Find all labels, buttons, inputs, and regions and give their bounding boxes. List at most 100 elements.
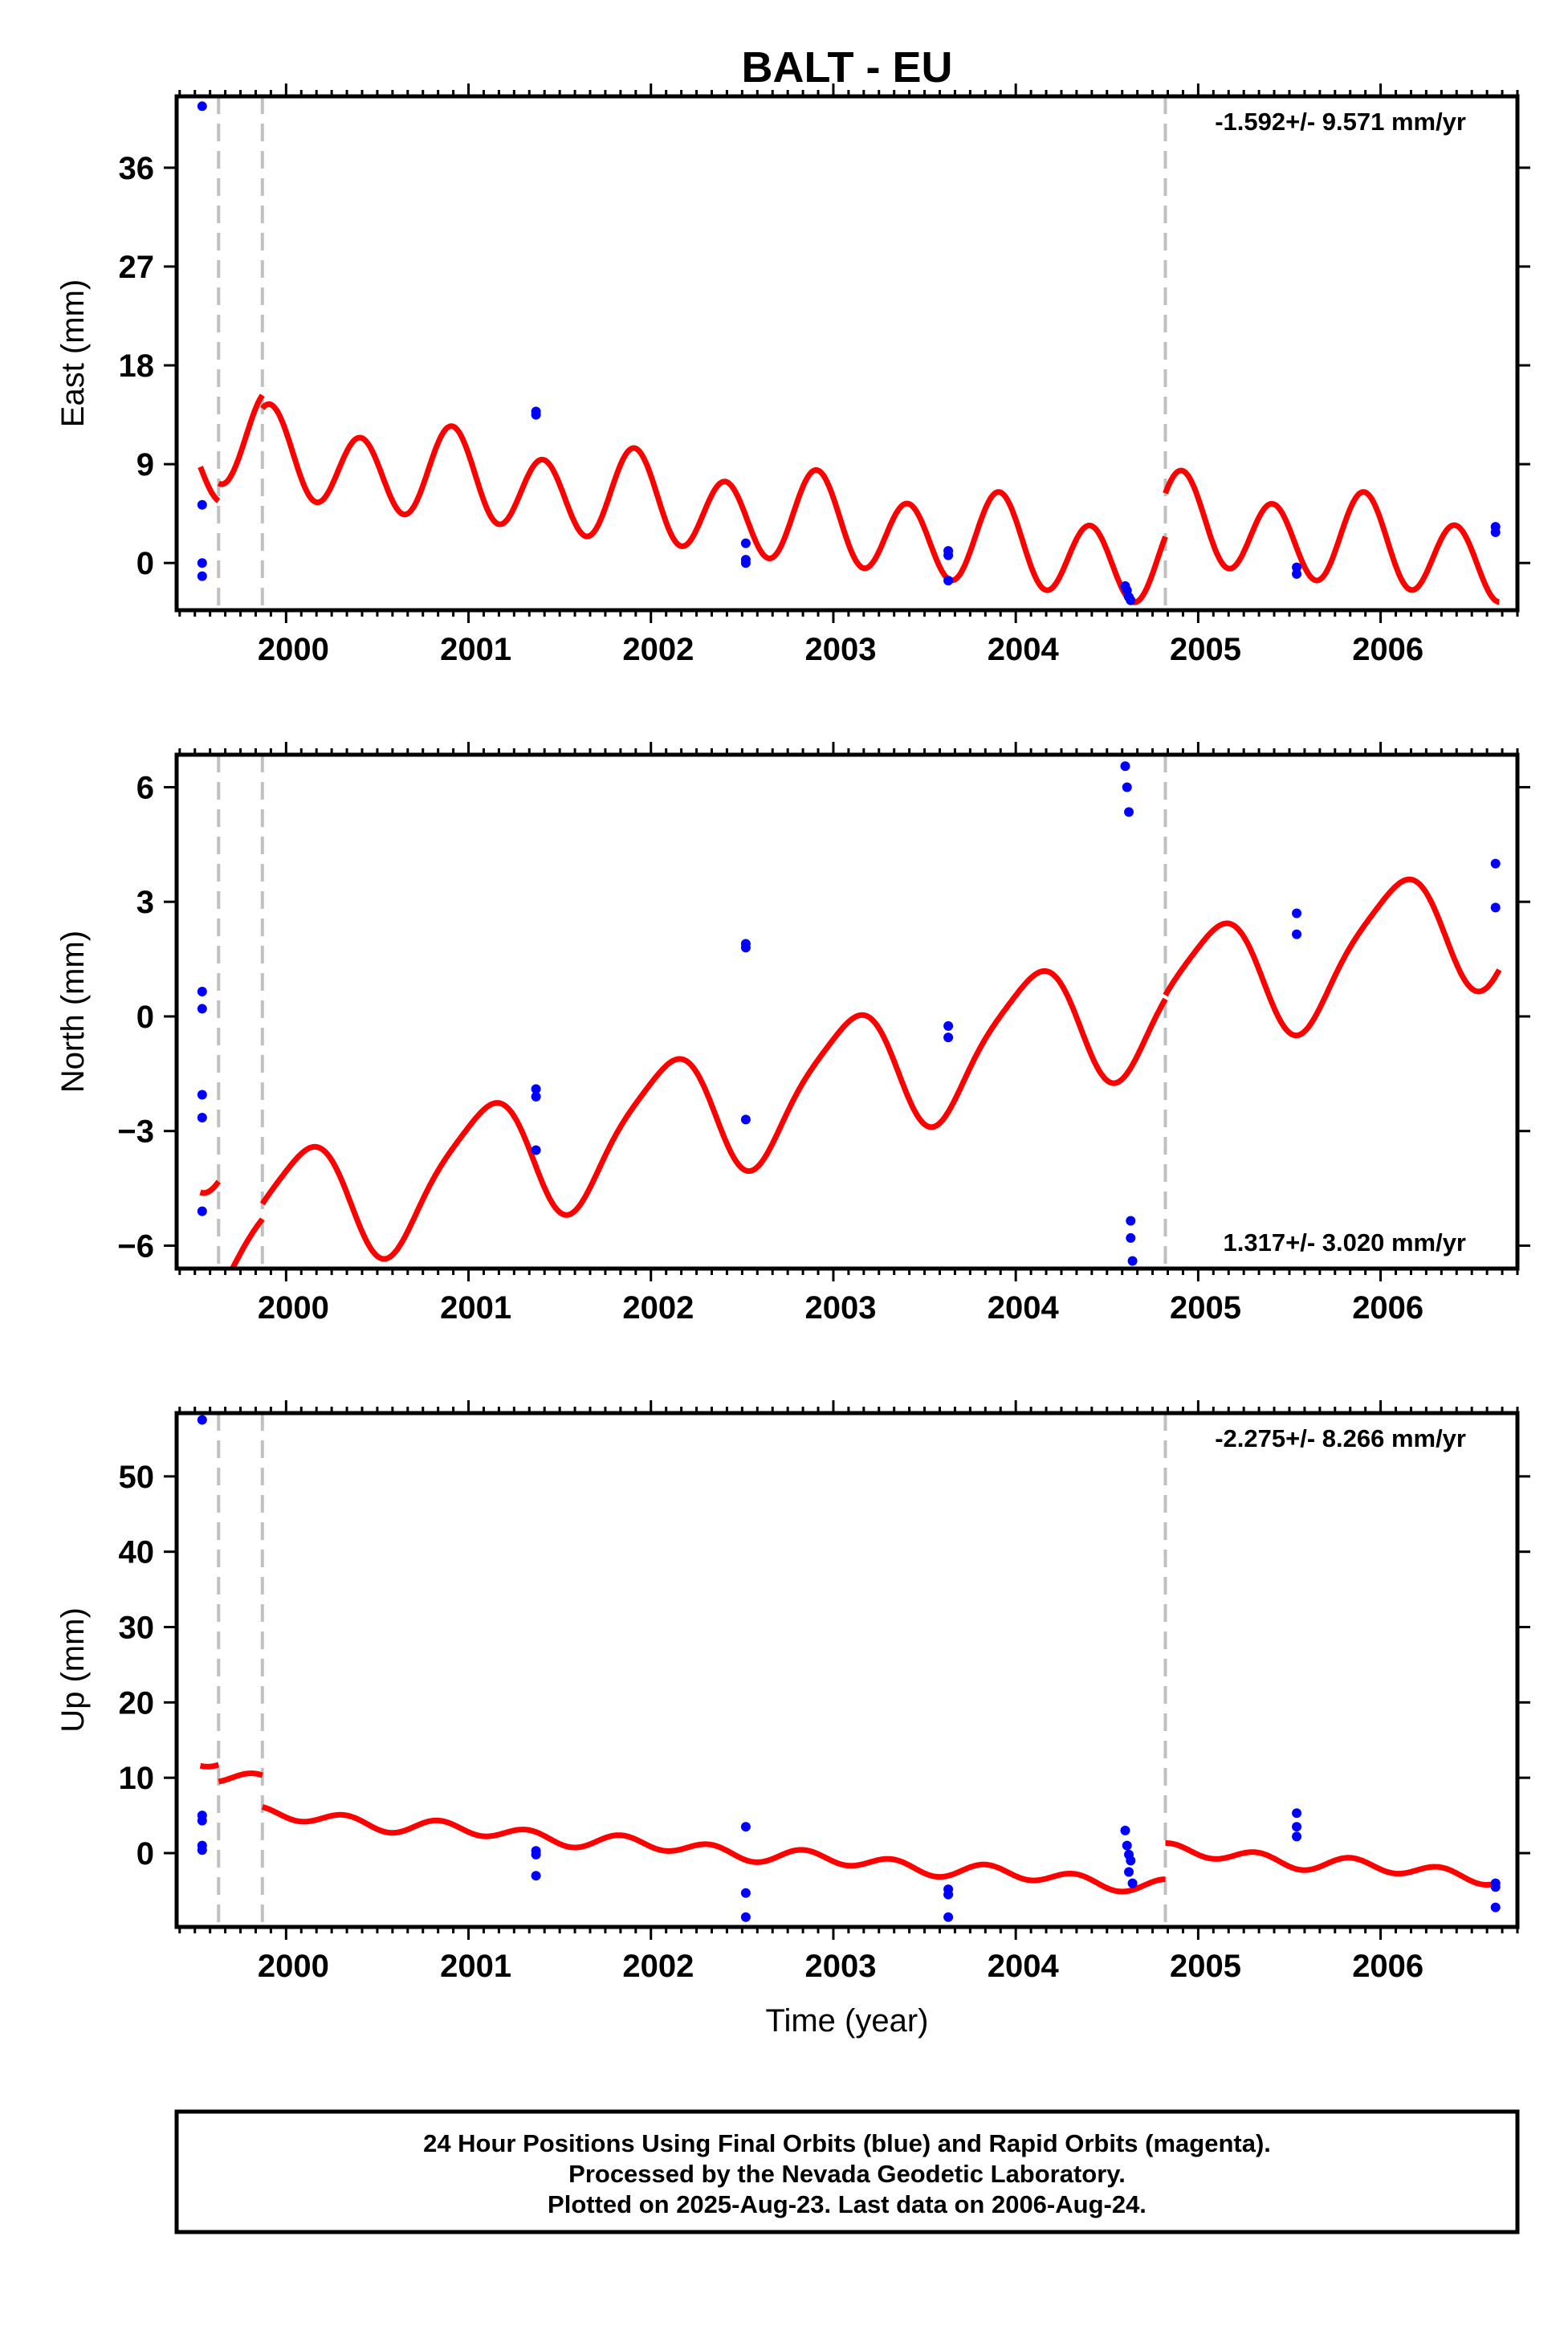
- model-curve: [260, 401, 1168, 605]
- footer-line-2: Processed by the Nevada Geodetic Laborat…: [568, 2160, 1126, 2188]
- plot-area: [197, 96, 1501, 610]
- data-point: [1292, 1822, 1302, 1832]
- footer-line-3: Plotted on 2025-Aug-23. Last data on 200…: [548, 2190, 1146, 2218]
- data-point: [740, 1888, 751, 1898]
- rate-label: -1.592+/- 9.571 mm/yr: [1215, 108, 1466, 136]
- y-tick-label: 27: [119, 250, 155, 285]
- data-point: [197, 571, 207, 581]
- x-tick-label: 2002: [622, 632, 694, 667]
- y-tick-label: 9: [136, 447, 154, 483]
- data-point: [1490, 902, 1501, 913]
- y-tick-label: 36: [119, 151, 155, 186]
- data-point: [1127, 1878, 1138, 1888]
- x-tick-label: 2002: [622, 1949, 694, 1984]
- data-point: [740, 1822, 751, 1832]
- plot-frame: [174, 752, 1520, 1271]
- y-tick-label: −6: [117, 1228, 154, 1264]
- x-tick-label: 2004: [988, 1290, 1060, 1326]
- data-point: [1292, 1831, 1302, 1842]
- data-point: [531, 1849, 541, 1860]
- up-panel: 2000 2001 2002 2003 2004 2005 2006 0 10 20 30 40 50 U…: [55, 1400, 1530, 2039]
- model-curve: [217, 393, 265, 487]
- data-point: [943, 1912, 954, 1922]
- y-tick-label: 6: [136, 770, 154, 805]
- x-tick-label: 2005: [1170, 632, 1241, 667]
- data-point: [740, 1912, 751, 1922]
- x-tick-label: 2000: [258, 1290, 329, 1326]
- data-point: [1292, 929, 1302, 939]
- x-axis-title: Time (year): [766, 2003, 929, 2039]
- data-point: [1122, 1840, 1132, 1851]
- model-curve: [198, 1179, 222, 1196]
- model-curve: [1163, 467, 1501, 605]
- model-curve: [1163, 1840, 1501, 1888]
- y-tick-label: 18: [119, 348, 155, 384]
- chart-panels: 2000 2001 2002 2003 2004 2005 200609182736East…: [55, 43, 1530, 2039]
- data-point: [197, 987, 207, 997]
- data-point: [197, 1815, 207, 1826]
- y-tick-label: 0: [136, 1836, 154, 1872]
- data-point: [740, 558, 751, 568]
- x-tick-label: 2006: [1352, 1949, 1423, 1984]
- x-tick-label: 2000: [258, 632, 329, 667]
- data-point: [531, 1091, 541, 1102]
- model-curve: [217, 1770, 264, 1785]
- north-panel: 2000 2001 2002 2003 2004 2005 2006 −6 −3 0 3 6 North…: [55, 742, 1530, 1326]
- y-tick-label: 0: [136, 546, 154, 581]
- x-tick-label: 2003: [805, 1949, 877, 1984]
- x-tick-label: 2004: [988, 632, 1060, 667]
- x-tick-label: 2000: [258, 1949, 329, 1984]
- data-point: [197, 1415, 207, 1425]
- model-curve: [198, 1762, 221, 1770]
- plot-area: [197, 755, 1502, 1269]
- data-point: [943, 550, 954, 560]
- data-point: [740, 538, 751, 548]
- data-point: [197, 1206, 207, 1216]
- data-point: [1122, 782, 1132, 792]
- model-curve: [1163, 876, 1502, 1039]
- data-point: [197, 499, 207, 510]
- data-point: [740, 1114, 751, 1125]
- y-tick-label: −3: [117, 1114, 154, 1150]
- data-point: [1490, 1902, 1501, 1912]
- x-tick-label: 2003: [805, 1290, 877, 1326]
- model-curve: [260, 1804, 1167, 1895]
- plot-frame: [174, 1411, 1520, 1929]
- x-tick-label: 2001: [440, 1949, 511, 1984]
- y-axis-title: North (mm): [55, 931, 91, 1093]
- data-point: [197, 1090, 207, 1100]
- model-curve: [198, 466, 221, 503]
- x-tick-label: 2005: [1170, 1290, 1241, 1326]
- data-point: [1292, 568, 1302, 579]
- plot-area: [197, 1413, 1501, 1927]
- y-tick-label: 20: [119, 1685, 155, 1721]
- x-tick-label: 2004: [988, 1949, 1060, 1984]
- data-point: [1490, 1882, 1501, 1892]
- footer: 24 Hour Positions Using Final Orbits (bl…: [174, 2109, 1520, 2234]
- model-curve: [229, 1217, 265, 1269]
- y-tick-label: 3: [136, 885, 154, 920]
- y-tick-label: 0: [136, 1000, 154, 1035]
- data-point: [197, 101, 207, 112]
- x-tick-label: 2006: [1352, 1290, 1423, 1326]
- rate-label: -2.275+/- 8.266 mm/yr: [1215, 1424, 1466, 1452]
- data-point: [943, 1020, 954, 1031]
- data-point: [943, 576, 954, 586]
- data-point: [1292, 1808, 1302, 1819]
- rate-label: 1.317+/- 3.020 mm/yr: [1224, 1228, 1466, 1257]
- east-panel: 2000 2001 2002 2003 2004 2005 2006 0 9 18 27 36 East…: [55, 43, 1530, 667]
- y-tick-label: 10: [119, 1761, 155, 1796]
- model-curve: [259, 968, 1168, 1262]
- data-point: [1126, 595, 1136, 605]
- x-tick-label: 2001: [440, 632, 511, 667]
- plot-frame: [174, 94, 1520, 613]
- data-point: [1124, 807, 1134, 817]
- data-point: [1120, 1825, 1130, 1835]
- y-tick-label: 50: [119, 1460, 155, 1495]
- data-point: [531, 409, 541, 420]
- footer-line-1: 24 Hour Positions Using Final Orbits (bl…: [423, 2129, 1271, 2157]
- data-point: [1127, 1256, 1138, 1266]
- data-point: [531, 1871, 541, 1881]
- x-tick-label: 2003: [805, 632, 877, 667]
